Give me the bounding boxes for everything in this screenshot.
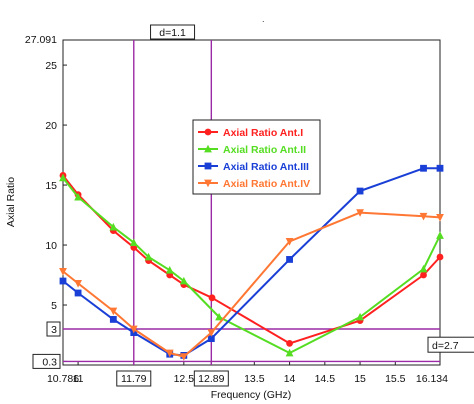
legend-label: Axial Ratio Ant.I [223,127,303,139]
data-point [436,214,444,222]
legend: Axial Ratio Ant.I Axial Ratio Ant.II Axial… [192,119,321,195]
data-point [215,312,223,321]
horizontal-delta-label: d=2.7 [432,340,459,352]
y-tick-label: 27.091 [25,34,57,46]
data-point [419,264,428,273]
data-point [165,349,174,358]
x-tick-label: 15.5 [385,373,406,385]
x-tick-label: 13.5 [244,373,265,385]
y-tick-label: 3 [51,324,57,336]
x-tick-label: 12.89 [198,373,224,385]
marker-lines: d=1.1 d=2.7 [63,24,474,365]
y-axis-title: Axial Ratio [5,177,17,227]
y-tick-label: 20 [45,120,57,132]
vertical-delta-box [150,24,196,40]
legend-item[interactable]: Axial Ratio Ant.II [198,144,306,156]
data-point [109,316,117,323]
x-tick-label: 16.134 [416,373,448,385]
data-point [59,268,67,276]
y-tick-label: 25 [45,60,57,72]
data-point [129,325,138,334]
data-point [129,238,138,247]
data-point [356,312,364,321]
series-layer [59,164,444,361]
data-point [436,253,444,261]
y-tick-label: 0.3 [42,356,57,368]
legend-label: Axial Ratio Ant.IV [223,178,310,190]
legend-item[interactable]: Axial Ratio Ant.IV [198,178,310,190]
data-point [285,348,294,357]
legend-swatch-marker [204,128,212,136]
y-tick-label: 5 [51,300,57,312]
data-point [436,164,444,172]
data-point [109,307,118,316]
data-point [74,192,82,201]
x-tick-label: 11.79 [121,373,147,385]
data-point [420,271,427,279]
legend-label: Axial Ratio Ant.II [223,144,306,156]
data-point [74,289,82,297]
data-point [286,256,293,263]
data-point [74,280,82,288]
legend-swatch-marker [204,162,212,170]
decorative-dot: . [262,14,265,24]
data-point [420,164,427,172]
legend-item[interactable]: Axial Ratio Ant.I [198,127,303,139]
data-point [179,353,188,361]
x-tick-label: 14.5 [315,373,336,385]
x-axis-title: Frequency (GHz) [211,389,292,401]
series-line [62,174,441,345]
y-tick-label: 10 [45,240,57,252]
data-point [356,187,364,195]
y-axis-ticks: 27.091 25 20 15 10 5 3 0.3 [25,34,67,369]
x-tick-label: 10.786 [47,373,79,385]
data-point [179,276,188,285]
y-marker-label-box [32,353,61,369]
data-point [59,173,67,182]
series-2 [59,173,444,357]
data-point [144,252,153,261]
x-tick-label: 12.5 [174,373,195,385]
legend-item[interactable]: Axial Ratio Ant.III [198,161,309,173]
x-marker-label-box [116,370,152,387]
x-tick-label: 15 [354,373,366,385]
data-point [207,335,215,343]
x-tick-label: 14 [284,373,296,385]
data-point [356,209,364,217]
vertical-delta-label: d=1.1 [159,27,186,39]
data-point [436,231,444,239]
data-point [59,277,67,285]
y-marker-label-box [46,321,61,337]
legend-swatch-marker [204,144,212,153]
data-point [286,340,293,347]
legend-label: Axial Ratio Ant.III [223,161,309,173]
plot-area [62,39,441,366]
series-4 [59,209,444,361]
data-point [165,266,174,274]
data-point [285,238,294,246]
data-point [109,222,118,231]
legend-swatch-marker [204,179,212,188]
x-marker-label-box [193,370,229,387]
x-tick-label: 11 [73,373,84,385]
data-point [208,294,216,302]
data-point [207,329,216,337]
horizontal-delta-box [427,336,474,353]
y-tick-label: 15 [45,180,57,192]
series-line [62,177,441,354]
data-point [419,212,428,221]
